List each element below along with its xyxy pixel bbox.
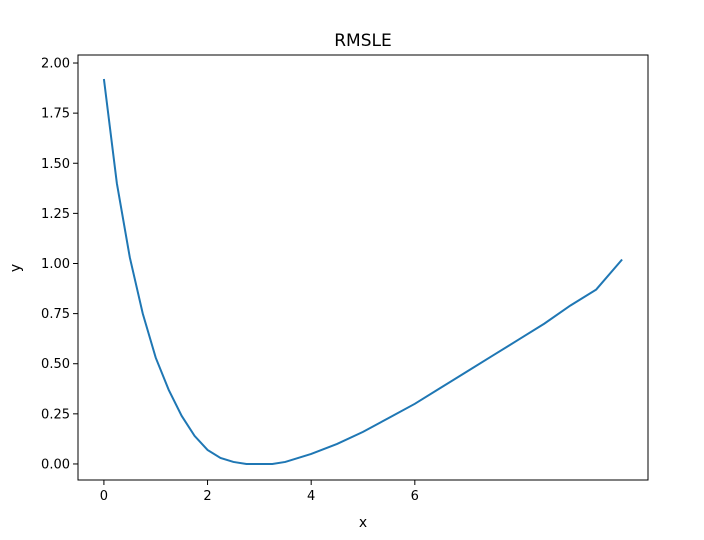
- x-axis-label: x: [359, 515, 367, 531]
- x-tick-label: 2: [203, 489, 211, 504]
- x-axis: 0 2 4 6: [100, 480, 419, 504]
- chart-title: RMSLE: [334, 31, 391, 51]
- y-tick-label: 0.75: [41, 307, 70, 322]
- y-tick-label: 1.50: [41, 157, 70, 172]
- x-tick-label: 6: [411, 489, 419, 504]
- y-tick-label: 1.00: [41, 257, 70, 272]
- y-axis: 0.00 0.25 0.50 0.75 1.00 1.25 1.50 1.75 2.00: [41, 57, 78, 472]
- x-tick-label: 4: [307, 489, 315, 504]
- y-tick-label: 2.00: [41, 57, 70, 72]
- y-tick-label: 1.25: [41, 207, 70, 222]
- y-tick-label: 1.75: [41, 107, 70, 122]
- y-tick-label: 0.50: [41, 357, 70, 372]
- y-tick-label: 0.25: [41, 407, 70, 422]
- y-axis-label: y: [8, 264, 24, 272]
- rmsle-curve: [102, 78, 623, 465]
- y-tick-label: 0.00: [41, 457, 70, 472]
- x-tick-label: 0: [100, 489, 108, 504]
- plot-area: [77, 54, 649, 481]
